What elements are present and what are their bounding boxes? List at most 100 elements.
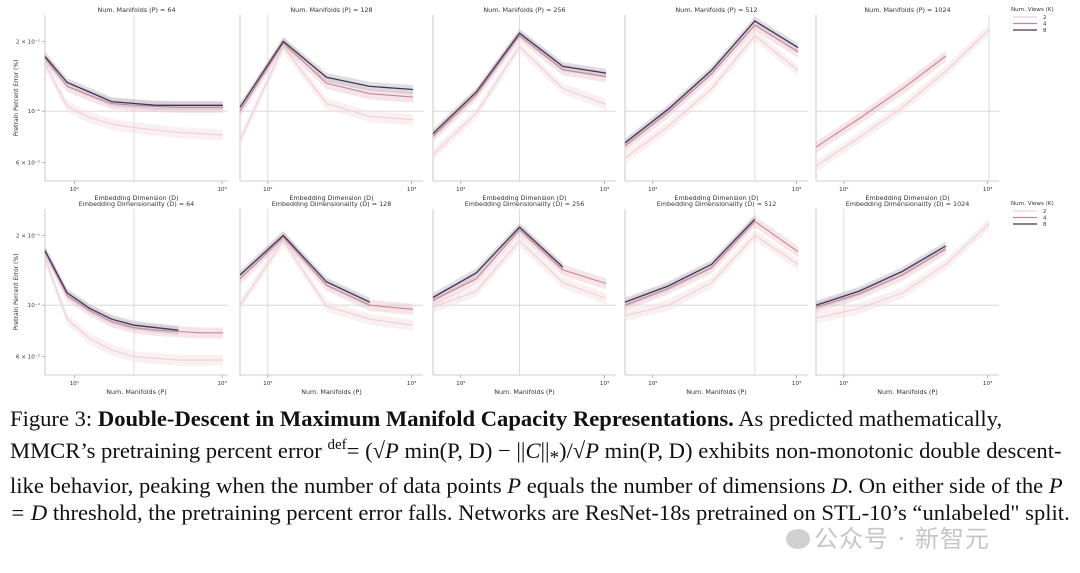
series-line-k8 [624, 218, 756, 303]
panel-title: Embedding Dimensionality (D) = 256 [465, 200, 585, 208]
formula-min2: min(P, D) [604, 438, 693, 463]
y-axis-label: Pretrain Percent Error (%) [13, 254, 20, 331]
confidence-band-k2 [816, 24, 990, 172]
panel-title: Num. Manifolds (P) = 1024 [864, 6, 950, 14]
confidence-band-k4 [240, 231, 414, 315]
legend-title: Num. Views (K) [1011, 7, 1054, 13]
series-line-k2 [432, 239, 607, 308]
x-tick-label: 10³ [217, 186, 226, 193]
y-tick-label: 10⁻¹ [28, 302, 40, 309]
y-tick-label: 6 × 10⁻² [16, 160, 40, 167]
series-line-k2 [432, 45, 607, 155]
series-line-k8 [239, 234, 371, 303]
panel-title: Num. Manifolds (P) = 256 [483, 6, 565, 14]
confidence-band-k4 [45, 246, 223, 339]
caption-title: Double-Descent in Maximum Manifold Capac… [97, 406, 734, 431]
watermark: 公众号 · 新智元 [786, 519, 990, 554]
figure: Num. Manifolds (P) = 64 Embedding Dimensi… [13, 6, 1054, 396]
x-axis-label: Num. Manifolds (P) [686, 388, 747, 396]
x-tick-label: 10² [839, 186, 848, 193]
x-tick-label: 10² [648, 186, 657, 193]
formula-open: (√ [365, 438, 385, 463]
confidence-band-k2 [625, 30, 799, 164]
series-line-k2 [44, 63, 223, 136]
legend-entry-k8: 8 [1043, 28, 1047, 34]
x-tick-label: 10³ [792, 380, 801, 387]
x-axis-label: Embedding Dimension (D) [674, 194, 758, 202]
formula-c: C [525, 438, 541, 463]
confidence-band-k4 [240, 37, 414, 117]
formula-min: min(P, D) [404, 438, 493, 463]
panel-1-4: Num. Manifolds (P) = 512 Embedding Dimens… [624, 6, 808, 202]
caption-text-2: exhibits non-monotonic double descent-li… [10, 438, 1062, 498]
series-line-k8 [44, 56, 223, 106]
panel-2-4: Embedding Dimensionality (D) = 512 Num. M… [624, 200, 808, 396]
formula-p: P [385, 438, 399, 463]
series-line-k8 [44, 250, 179, 331]
confidence-band-k8 [816, 241, 946, 310]
x-tick-label: 10¹ [70, 380, 79, 387]
panel-title: Embedding Dimensionality (D) = 1024 [846, 200, 970, 208]
panel-1-3: Num. Manifolds (P) = 256 Embedding Dimens… [432, 6, 616, 202]
panel-2-1: Embedding Dimensionality (D) = 64 Num. Ma… [13, 200, 228, 396]
series-line-k2 [624, 234, 799, 317]
caption-text-5: threshold, the pretraining percent error… [52, 499, 1070, 525]
x-tick-label: 10³ [217, 380, 226, 387]
series-line-k2 [815, 29, 990, 167]
legend-entry-k4: 4 [1043, 22, 1047, 28]
confidence-band-k4 [816, 50, 946, 153]
formula-p2: P [585, 438, 599, 463]
x-tick-label: 10² [263, 380, 272, 387]
x-tick-label: 10³ [983, 380, 992, 387]
x-axis-label: Embedding Dimension (D) [482, 194, 566, 202]
series-line-k4 [815, 55, 947, 148]
confidence-band-k4 [816, 243, 946, 313]
x-tick-label: 10³ [600, 186, 609, 193]
x-tick-label: 10³ [600, 380, 609, 387]
panel-title: Embedding Dimensionality (D) = 64 [79, 200, 195, 208]
panel-2-5: Embedding Dimensionality (D) = 1024 Num. … [815, 200, 1054, 396]
series-line-k4 [239, 42, 414, 112]
legend-entry-k2: 2 [1043, 15, 1046, 21]
confidence-band-k2 [433, 235, 607, 313]
legend-entry-k4: 4 [1043, 216, 1047, 222]
caption-formula: def= (√P min(P, D) − ||C||*)/√P min(P, D… [328, 437, 693, 469]
wechat-logo-icon [786, 529, 810, 549]
series-line-k4 [624, 24, 799, 147]
y-tick-label: 10⁻¹ [28, 108, 40, 115]
series-line-k4 [432, 228, 607, 301]
series-line-k2 [44, 257, 223, 361]
formula-norm: || [540, 438, 550, 463]
confidence-band-k2 [45, 252, 223, 366]
legend-entry-k2: 2 [1043, 209, 1046, 215]
confidence-band-k2 [240, 235, 414, 331]
y-tick-label: 6 × 10⁻² [16, 354, 40, 361]
x-axis-label: Num. Manifolds (P) [106, 388, 167, 396]
x-tick-label: 10³ [407, 186, 416, 193]
series-line-k2 [815, 223, 990, 319]
panel-2-3: Embedding Dimensionality (D) = 256 Num. M… [432, 200, 616, 396]
x-tick-label: 10³ [407, 380, 416, 387]
series-line-k8 [815, 245, 947, 306]
confidence-band-k2 [45, 58, 223, 141]
x-tick-label: 10² [839, 380, 848, 387]
x-tick-label: 10² [263, 186, 272, 193]
panel-title: Num. Manifolds (P) = 64 [97, 6, 175, 14]
figure-caption: Figure 3: Double-Descent in Maximum Mani… [10, 405, 1072, 526]
x-tick-label: 10³ [983, 186, 992, 193]
caption-var-d: D [831, 472, 848, 498]
series-line-k2 [239, 239, 414, 326]
series-line-k4 [815, 248, 947, 308]
series-line-k8 [624, 20, 799, 144]
panel-title: Embedding Dimensionality (D) = 512 [657, 200, 777, 208]
caption-text-1: As predicted mathematically, MMCR’s pret… [10, 406, 1003, 463]
x-axis-label: Embedding Dimension (D) [94, 194, 178, 202]
caption-threshold: P = D [10, 472, 1063, 525]
caption-var-p: P [507, 472, 522, 498]
x-tick-label: 10² [456, 380, 465, 387]
series-line-k2 [624, 34, 799, 159]
panel-2-2: Embedding Dimensionality (D) = 128 Num. M… [239, 200, 423, 396]
def-equals: = [346, 438, 360, 463]
confidence-band-k2 [625, 230, 799, 322]
x-tick-label: 10² [648, 380, 657, 387]
